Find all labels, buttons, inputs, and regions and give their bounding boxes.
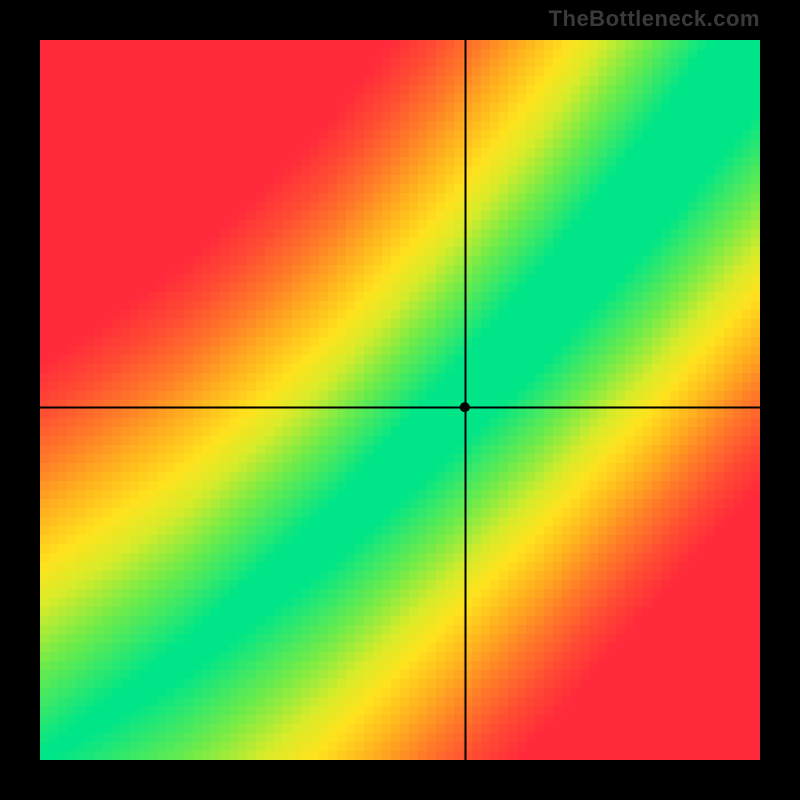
crosshair-overlay bbox=[40, 40, 760, 760]
watermark-text: TheBottleneck.com bbox=[549, 6, 760, 32]
figure-root: TheBottleneck.com bbox=[0, 0, 800, 800]
